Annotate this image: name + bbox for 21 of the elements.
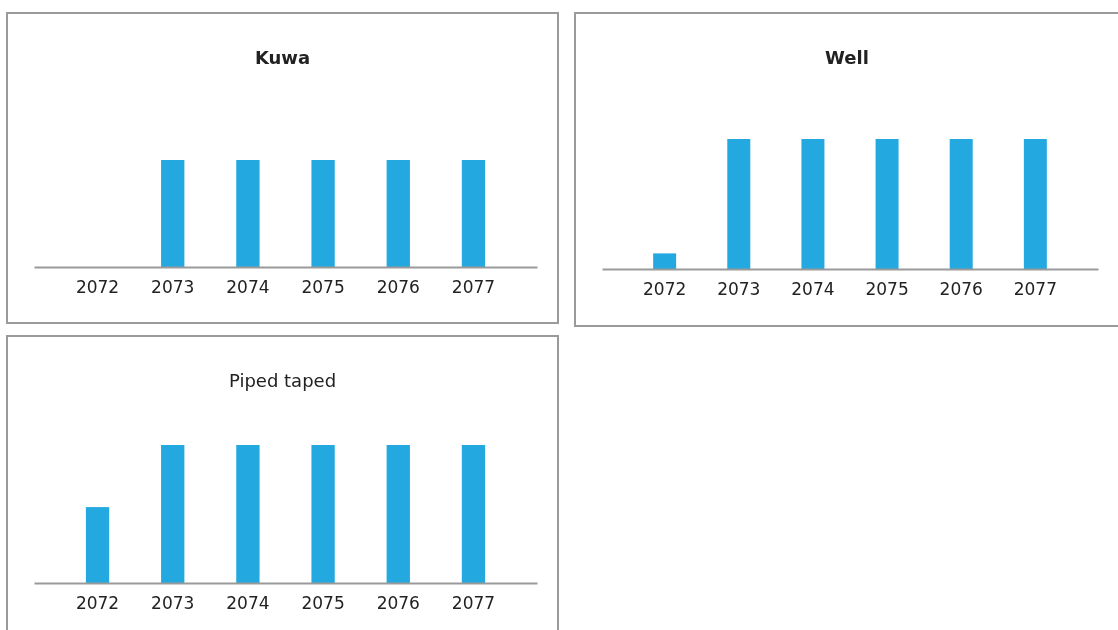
chart-title: Kuwa <box>254 47 311 68</box>
x-tick-label: 2072 <box>75 277 120 298</box>
x-tick-label: 2072 <box>643 279 687 300</box>
x-tick-label: 2075 <box>301 593 345 614</box>
x-tick-label: 2073 <box>151 593 195 614</box>
x-tick-label: 2077 <box>451 277 496 298</box>
x-tick-label: 2073 <box>717 279 761 300</box>
x-tick-label: 2077 <box>1013 279 1057 300</box>
x-tick-label: 2074 <box>226 593 270 614</box>
x-tick-label: 2073 <box>151 277 195 298</box>
x-tick-label: 2076 <box>939 279 983 300</box>
x-tick-label: 2076 <box>376 277 420 298</box>
chart-title: Well <box>825 47 869 68</box>
x-tick-label: 2072 <box>75 593 120 614</box>
x-tick-label: 2075 <box>301 277 345 298</box>
x-tick-label: 2074 <box>226 277 270 298</box>
x-tick-label: 2077 <box>451 593 496 614</box>
chart-title: Piped taped <box>228 370 337 391</box>
x-tick-label: 2074 <box>791 279 835 300</box>
x-tick-label: 2076 <box>376 593 420 614</box>
x-tick-label: 2075 <box>865 279 909 300</box>
